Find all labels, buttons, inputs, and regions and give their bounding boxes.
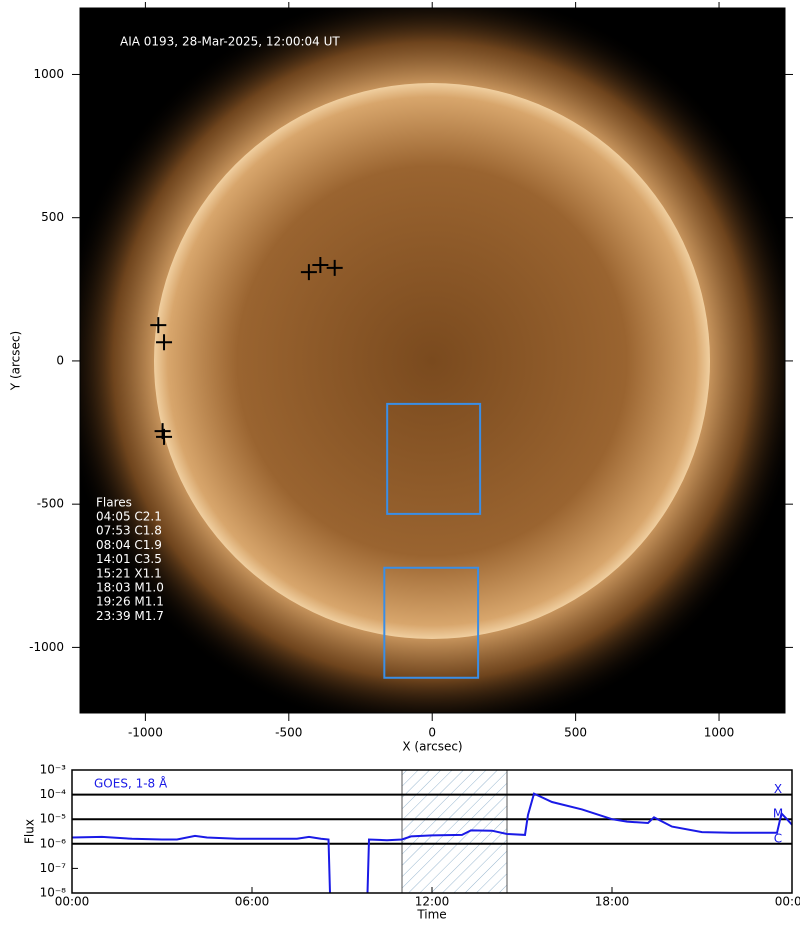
flare-entry: 23:39 M1.7 bbox=[96, 609, 164, 623]
y-tick-label: 10⁻⁸ bbox=[40, 886, 67, 900]
x-tick-label: 500 bbox=[564, 726, 587, 740]
flare-entry: 14:01 C3.5 bbox=[96, 552, 162, 566]
y-tick-label: 0 bbox=[56, 353, 64, 367]
y-tick-label: 10⁻⁴ bbox=[40, 787, 67, 801]
flare-marker bbox=[326, 259, 343, 276]
y-tick-label: 1000 bbox=[33, 67, 64, 81]
y-axis-label: Flux bbox=[23, 819, 37, 844]
y-tick-label: 500 bbox=[41, 210, 64, 224]
flare-entry: 07:53 C1.8 bbox=[96, 524, 162, 538]
region-box bbox=[386, 402, 482, 515]
solar-disk bbox=[154, 83, 710, 639]
flare-marker bbox=[156, 428, 173, 445]
x-tick-label: 1000 bbox=[704, 726, 735, 740]
plot-title: GOES, 1-8 Å bbox=[94, 776, 168, 791]
x-tick-label: 0 bbox=[428, 726, 436, 740]
class-label: C bbox=[774, 831, 782, 845]
x-tick-label: 00:00 bbox=[775, 895, 800, 909]
flares-label: Flares bbox=[96, 496, 132, 510]
y-tick-label: 10⁻⁷ bbox=[40, 861, 67, 875]
class-label: X bbox=[774, 782, 782, 796]
x-tick-label: 06:00 bbox=[235, 895, 270, 909]
x-tick-label: -1000 bbox=[128, 726, 163, 740]
region-box bbox=[383, 566, 480, 679]
x-tick-label: 12:00 bbox=[415, 895, 450, 909]
flare-marker bbox=[156, 334, 173, 351]
y-axis-label: Y (arcsec) bbox=[9, 331, 23, 391]
y-tick-label: 10⁻³ bbox=[40, 763, 67, 777]
flare-marker bbox=[312, 256, 329, 273]
annotation: AIA 0193, 28-Mar-2025, 12:00:04 UT bbox=[120, 35, 340, 49]
x-axis-label: Time bbox=[416, 908, 446, 922]
flare-entry: 18:03 M1.0 bbox=[96, 581, 164, 595]
flare-entry: 08:04 C1.9 bbox=[96, 538, 162, 552]
x-tick-label: -500 bbox=[275, 726, 302, 740]
flare-marker bbox=[300, 264, 317, 281]
y-tick-label: -1000 bbox=[29, 640, 64, 654]
flare-entry: 04:05 C2.1 bbox=[96, 510, 162, 524]
x-tick-label: 00:00 bbox=[55, 895, 90, 909]
x-tick-label: 18:00 bbox=[595, 895, 630, 909]
y-tick-label: 10⁻⁵ bbox=[40, 812, 67, 826]
x-axis-label: X (arcsec) bbox=[402, 740, 462, 754]
flare-entry: 15:21 X1.1 bbox=[96, 566, 162, 580]
flare-entry: 19:26 M1.1 bbox=[96, 595, 164, 609]
y-tick-label: 10⁻⁶ bbox=[40, 836, 67, 850]
flux-line bbox=[72, 792, 792, 893]
y-tick-label: -500 bbox=[37, 497, 64, 511]
flare-marker bbox=[150, 317, 167, 334]
class-label: M bbox=[773, 807, 783, 821]
